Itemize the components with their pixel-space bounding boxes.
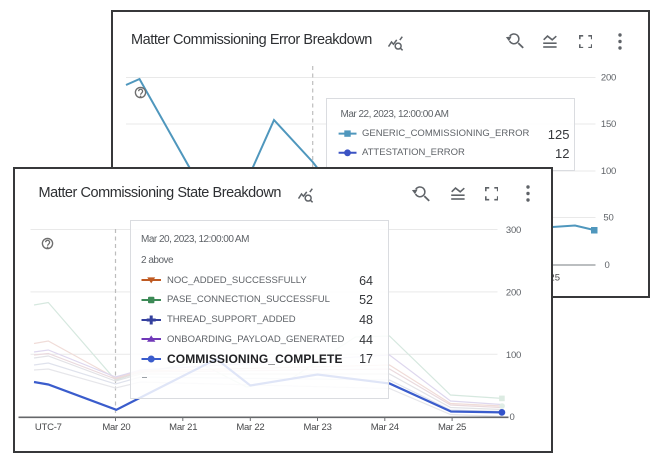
svg-text:100: 100 bbox=[505, 350, 520, 361]
svg-text:200: 200 bbox=[505, 287, 520, 298]
svg-text:UTC-7: UTC-7 bbox=[34, 422, 61, 433]
svg-text:0: 0 bbox=[604, 260, 609, 271]
svg-text:300: 300 bbox=[505, 225, 520, 236]
svg-text:50: 50 bbox=[603, 213, 613, 224]
svg-text:Mar 25: Mar 25 bbox=[437, 422, 465, 433]
svg-text:Mar 20: Mar 20 bbox=[102, 422, 130, 433]
svg-text:0: 0 bbox=[509, 412, 514, 423]
svg-text:150: 150 bbox=[600, 119, 615, 130]
svg-text:100: 100 bbox=[600, 166, 615, 177]
svg-text:Mar 23: Mar 23 bbox=[303, 422, 331, 433]
svg-text:Mar 24: Mar 24 bbox=[370, 422, 398, 433]
svg-text:200: 200 bbox=[600, 73, 615, 84]
svg-text:Mar 21: Mar 21 bbox=[169, 422, 197, 433]
svg-text:Mar 22: Mar 22 bbox=[236, 422, 264, 433]
